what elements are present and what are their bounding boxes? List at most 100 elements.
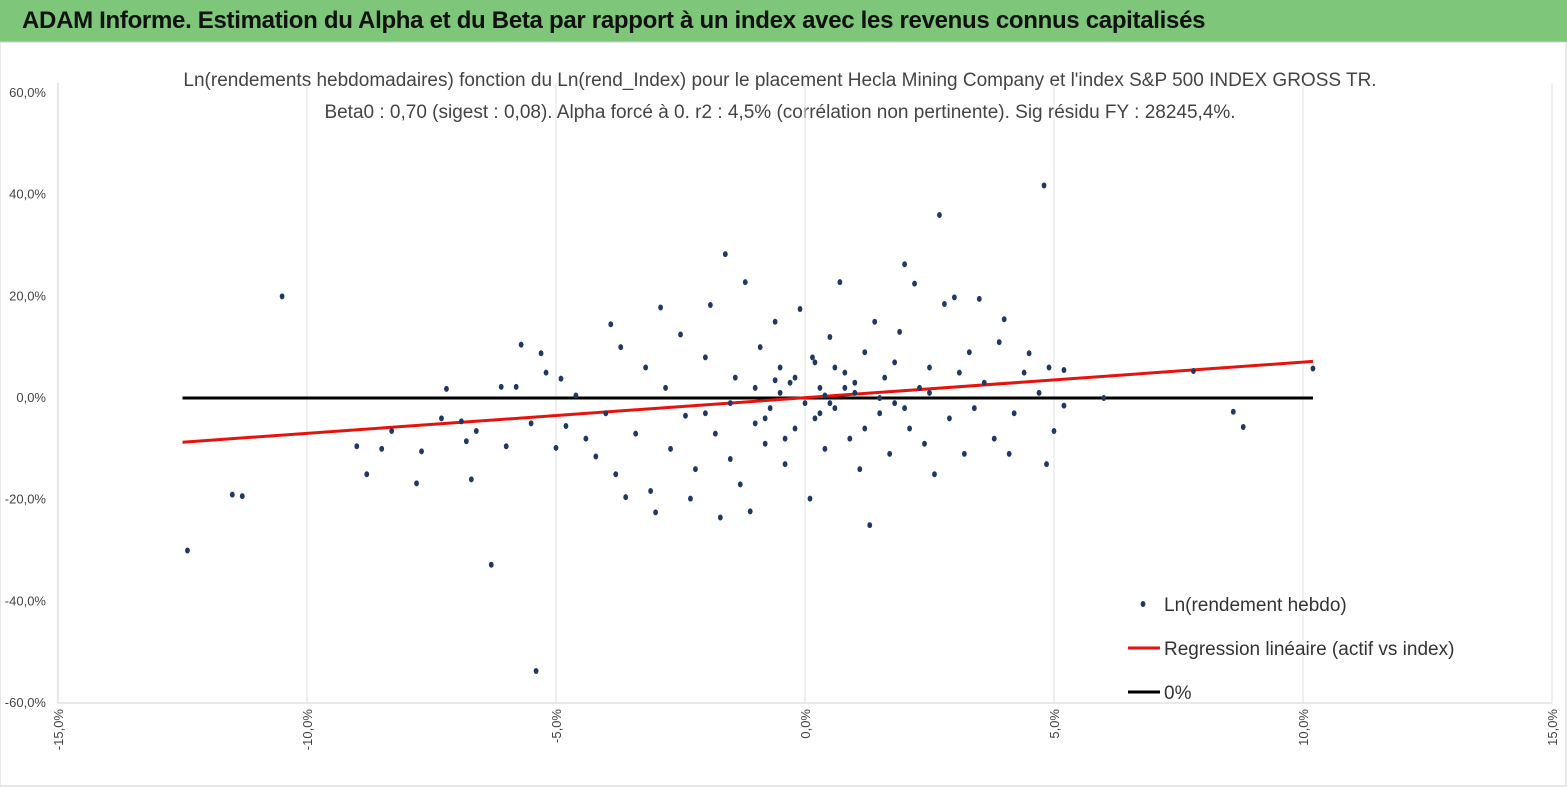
scatter-point [603,410,609,417]
scatter-point [752,384,758,391]
scatter-point [827,400,833,407]
y-tick-label: 60,0% [9,85,46,100]
scatter-point [777,389,783,396]
scatter-point [742,279,748,286]
scatter-point [947,415,952,422]
scatter-point [458,418,464,425]
scatter-point [528,420,534,427]
scatter-point [1044,461,1049,468]
scatter-point [772,377,778,384]
scatter-point [887,450,893,457]
scatter-point [747,508,753,515]
scatter-point [533,667,539,674]
scatter-point [942,300,947,307]
scatter-point [952,294,957,301]
scatter-point [663,384,668,391]
scatter-point [583,435,589,442]
scatter-point [907,425,912,432]
scatter-point [444,385,449,392]
x-tick-label: 15,0% [1545,709,1560,746]
scatter-point [1046,364,1052,371]
scatter-point [1230,408,1236,415]
scatter-point [792,374,798,381]
scatter-point [762,415,768,422]
chart-title: Ln(rendements hebdomadaires) fonction du… [183,70,1376,91]
scatter-point [229,491,235,498]
scatter-point [419,448,424,455]
scatter-point [737,481,743,488]
x-tick-label: -15,0% [51,709,66,751]
scatter-point [867,522,873,529]
scatter-point [1011,410,1017,417]
banner-title: ADAM Informe. Estimation du Alpha et du … [22,7,1206,34]
scatter-point [832,405,838,412]
scatter-point [1061,402,1067,409]
y-tick-label: -60,0% [5,695,47,710]
scatter-point [932,471,937,478]
scatter-point [937,212,942,218]
scatter-point [1101,395,1107,401]
scatter-point [553,444,559,451]
legend-label: Regression linéaire (actif vs index) [1164,639,1454,660]
scatter-point [852,379,858,386]
scatter-point [1021,369,1027,376]
scatter-point [902,261,907,268]
scatter-point [1191,368,1196,375]
scatter-point [892,400,898,407]
scatter-point [981,379,987,386]
scatter-point [239,493,245,500]
scatter-point [732,374,738,381]
scatter-point [812,359,818,366]
scatter-point [618,344,624,351]
scatter-point [787,379,793,386]
x-tick-label: 5,0% [1047,709,1062,739]
scatter-point [648,488,654,495]
scatter-point [653,509,658,516]
scatter-point [1001,316,1007,323]
scatter-point [810,354,815,361]
scatter-point [633,430,639,437]
scatter-point [767,405,773,412]
scatter-point [892,359,898,366]
scatter-point [608,321,614,328]
legend-label: 0% [1164,683,1192,704]
scatter-point [782,461,788,468]
x-tick-label: 0,0% [798,709,813,739]
scatter-point [473,428,479,435]
line [182,359,1314,444]
y-tick-label: -40,0% [5,593,47,608]
scatter-point [658,304,663,311]
scatter-point [976,295,982,302]
scatter-point [877,395,883,401]
y-tick-label: 40,0% [9,187,46,202]
banner: ADAM Informe. Estimation du Alpha et du … [0,0,1567,42]
scatter-point [707,301,713,308]
scatter-point [279,293,285,300]
scatter-point [468,476,474,483]
scatter-point [902,405,907,412]
x-tick-label: 10,0% [1296,709,1311,746]
scatter-point [922,440,927,447]
scatter-point [688,495,693,502]
scatter-point [693,466,698,473]
legend-marker [1140,601,1146,607]
scatter-point [354,443,360,450]
y-tick-label: 20,0% [9,288,46,303]
scatter-point [872,318,878,325]
scatter-point [822,392,828,399]
scatter-point [772,318,778,325]
scatter-point [613,471,619,478]
scatter-point [757,344,763,351]
scatter-point [717,514,723,521]
scatter-point [573,392,579,399]
chart-frame [0,41,1567,787]
scatter-point [812,415,818,422]
x-tick-label: -5,0% [549,709,564,743]
scatter-point [752,420,758,427]
scatter-point [563,422,569,429]
scatter-point [439,415,444,422]
scatter-point [996,339,1002,346]
scatter-point [643,364,649,371]
scatter-point [807,495,813,502]
